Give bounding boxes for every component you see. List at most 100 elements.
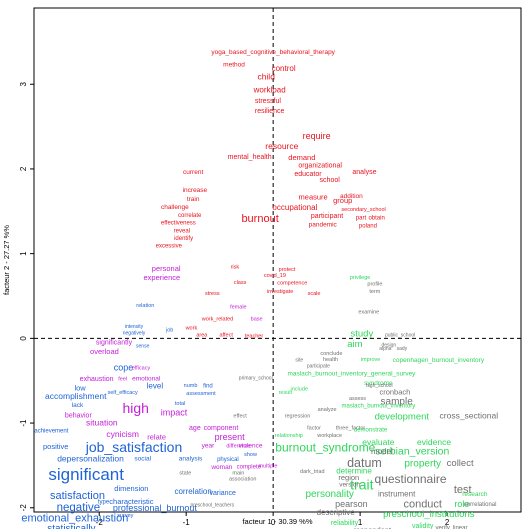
y-tick-label: 3 bbox=[19, 81, 28, 86]
word-point: secondary_school bbox=[341, 207, 385, 213]
word-point: demonstrate bbox=[354, 427, 388, 433]
word-point: negatively bbox=[123, 331, 146, 337]
x-tick-label: -1 bbox=[183, 518, 191, 527]
word-point: relate bbox=[147, 432, 166, 441]
word-point: analysis bbox=[179, 455, 203, 462]
word-point: exhaustion bbox=[80, 376, 114, 383]
word-point: female bbox=[230, 304, 247, 310]
word-point: excessive bbox=[156, 244, 183, 250]
word-point: educator bbox=[294, 171, 322, 178]
word-point: protect bbox=[279, 267, 296, 273]
word-point: emotional bbox=[132, 376, 161, 383]
word-point: statistically bbox=[47, 524, 95, 529]
word-point: train bbox=[187, 196, 200, 203]
word-point: organizational bbox=[298, 162, 342, 169]
word-point: health bbox=[323, 357, 338, 363]
word-point: challenge bbox=[161, 204, 189, 211]
word-point: resilience bbox=[255, 108, 285, 115]
word-point: multiple bbox=[258, 464, 277, 470]
word-point: public_school bbox=[385, 332, 415, 338]
word-point: research bbox=[462, 491, 488, 498]
word-point: significantly bbox=[96, 339, 133, 346]
word-point: feel bbox=[118, 376, 127, 382]
y-tick-label: -1 bbox=[19, 419, 28, 427]
word-point: include bbox=[291, 387, 308, 393]
word-point: stressful bbox=[255, 98, 282, 105]
word-point: lack bbox=[72, 402, 84, 409]
word-point: workplace bbox=[316, 433, 342, 439]
word-point: risk bbox=[231, 265, 240, 271]
plot-frame bbox=[33, 7, 522, 513]
word-point: descriptive bbox=[317, 508, 356, 517]
word-point: depersonalization bbox=[57, 454, 124, 464]
word-point: increase bbox=[183, 187, 208, 194]
word-point: show bbox=[244, 452, 257, 458]
x-axis-label: facteur 1 - 30.39 %% bbox=[242, 517, 312, 526]
y-tick-label: 2 bbox=[19, 166, 28, 171]
word-point: evidence bbox=[417, 437, 451, 447]
word-point: study bbox=[350, 329, 373, 340]
word-point: design bbox=[381, 342, 396, 348]
word-point: burnout bbox=[241, 213, 278, 225]
word-point: factor bbox=[307, 426, 321, 432]
word-point: woman bbox=[210, 464, 232, 471]
word-point: correlation bbox=[174, 487, 211, 496]
word-point: physical bbox=[217, 457, 239, 463]
word-point: analyse bbox=[352, 169, 376, 176]
word-point: sample bbox=[381, 397, 414, 408]
word-point: region bbox=[338, 473, 359, 482]
word-point: child bbox=[257, 72, 275, 82]
word-point: intensity bbox=[125, 324, 144, 330]
word-point: violence bbox=[239, 443, 263, 450]
word-point: overload bbox=[90, 347, 119, 356]
word-point: association bbox=[229, 476, 257, 482]
word-point: relationship bbox=[275, 433, 303, 439]
word-point: pearson bbox=[335, 499, 368, 509]
word-point: numb bbox=[184, 383, 198, 389]
word-point: serbian_version bbox=[375, 446, 449, 458]
y-axis-label: facteur 2 - 27.27 %% bbox=[2, 225, 11, 295]
word-point: evaluate bbox=[362, 437, 394, 447]
word-point: main bbox=[232, 470, 244, 476]
word-point: obtain bbox=[368, 216, 384, 222]
word-point: result bbox=[279, 390, 293, 396]
word-point: workload bbox=[253, 85, 286, 94]
word-point: sense bbox=[136, 343, 150, 349]
word-point: copenhagen_burnout_inventory bbox=[393, 357, 485, 364]
word-point: cross_sectional bbox=[440, 411, 499, 421]
word-point: preschool_institutions bbox=[383, 509, 475, 520]
word-point: term bbox=[369, 289, 380, 295]
y-tick-label: 0 bbox=[19, 336, 28, 341]
x-tick-label: 2 bbox=[445, 518, 450, 527]
word-point: require bbox=[303, 131, 331, 141]
word-point: burnout_syndrome bbox=[275, 441, 375, 455]
word-point: cynicism bbox=[106, 429, 139, 439]
word-point: privilege bbox=[350, 275, 370, 281]
word-point: cronbach bbox=[379, 388, 410, 397]
word-point: dimension bbox=[114, 484, 148, 493]
word-point: significant bbox=[48, 465, 124, 484]
word-point: validity bbox=[412, 523, 434, 529]
word-point: survey bbox=[117, 513, 133, 519]
word-point: teacher bbox=[245, 333, 264, 339]
word-point: satisfaction bbox=[50, 490, 105, 502]
word-point: participate bbox=[307, 364, 330, 370]
word-point: negative bbox=[57, 502, 100, 514]
word-point: group bbox=[333, 196, 352, 205]
word-point: accomplishment bbox=[45, 391, 107, 401]
word-point: year bbox=[202, 443, 215, 450]
word-point: characteristic bbox=[109, 497, 153, 506]
word-point: high_school bbox=[366, 383, 393, 389]
word-point: situation bbox=[86, 417, 118, 427]
word-point: low bbox=[74, 383, 86, 392]
word-point: emotional_exhaustion bbox=[21, 513, 128, 525]
word-point: role bbox=[454, 499, 469, 509]
word-point: social bbox=[134, 455, 151, 462]
word-point: high bbox=[123, 400, 149, 416]
word-point: development bbox=[375, 412, 430, 423]
word-point: reliability bbox=[331, 520, 359, 527]
word-point: regression bbox=[285, 414, 311, 420]
word-point: linear bbox=[453, 526, 468, 529]
